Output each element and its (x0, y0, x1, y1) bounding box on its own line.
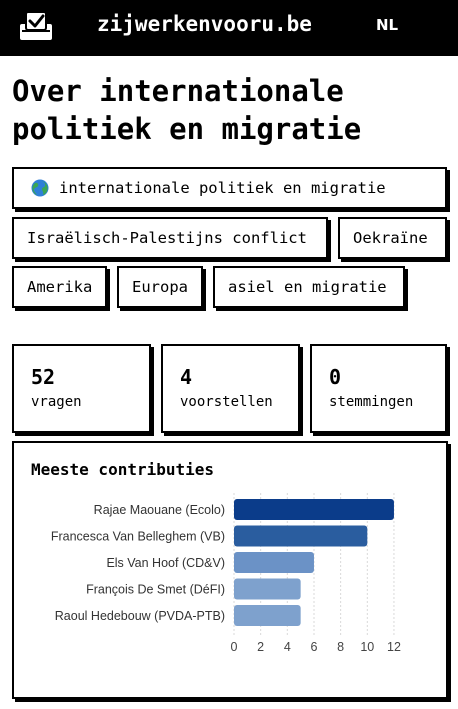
page-title: Over internationale politiek en migratie (12, 72, 442, 148)
x-tick-label: 6 (311, 640, 318, 654)
topic-tag-label: internationale politiek en migratie (59, 179, 386, 197)
subtopic-tag-europa[interactable]: Europa (117, 266, 203, 308)
site-name-link[interactable]: zijwerkenvooru.be (97, 12, 312, 36)
x-tick-label: 2 (257, 640, 264, 654)
subtopic-tag-label: Europa (132, 278, 188, 296)
bar[interactable] (234, 605, 301, 626)
x-tick-label: 8 (337, 640, 344, 654)
x-tick-label: 4 (284, 640, 291, 654)
subtopic-tag-label: asiel en migratie (228, 278, 387, 296)
x-tick-label: 12 (387, 640, 401, 654)
category-label: Rajae Maouane (Ecolo) (94, 503, 225, 517)
site-header: zijwerkenvooru.be NL (0, 0, 458, 56)
contributions-chart-card: Meeste contributies 0 2 4 6 8 10 12 Rajae Maoua… (12, 441, 448, 699)
contributions-bar-chart: 0 2 4 6 8 10 12 Rajae Maouane (Ecolo) Francesca … (14, 443, 446, 697)
subtopic-tag-label: Oekraïne (353, 229, 428, 247)
bar[interactable] (234, 579, 301, 600)
category-label: Raoul Hedebouw (PVDA-PTB) (55, 609, 225, 623)
stat-value: 4 (180, 364, 298, 390)
subtopic-tag-oekraine[interactable]: Oekraïne (338, 217, 447, 259)
globe-icon (31, 179, 49, 197)
stat-value: 0 (329, 364, 445, 390)
stat-label: voorstellen (180, 394, 298, 410)
bar[interactable] (234, 552, 314, 573)
x-tick-label: 0 (231, 640, 238, 654)
stat-card-proposals[interactable]: 4 voorstellen (161, 344, 300, 433)
stat-card-votes[interactable]: 0 stemmingen (310, 344, 447, 433)
ballot-box-check-icon[interactable] (18, 10, 54, 42)
bar[interactable] (234, 526, 367, 547)
x-tick-label: 10 (360, 640, 374, 654)
stat-value: 52 (31, 364, 149, 390)
subtopic-tag-label: Israëlisch-Palestijns conflict (27, 229, 307, 247)
category-label: Els Van Hoof (CD&V) (106, 556, 225, 570)
language-switcher[interactable]: NL (376, 16, 398, 34)
stat-label: stemmingen (329, 394, 445, 410)
category-label: François De Smet (DéFI) (86, 583, 225, 597)
topic-tag[interactable]: internationale politiek en migratie (12, 167, 447, 209)
stat-card-questions[interactable]: 52 vragen (12, 344, 151, 433)
category-label: Francesca Van Belleghem (VB) (51, 530, 225, 544)
subtopic-tag-amerika[interactable]: Amerika (12, 266, 107, 308)
subtopic-tag-israel-palestine[interactable]: Israëlisch-Palestijns conflict (12, 217, 328, 259)
subtopic-tag-label: Amerika (27, 278, 92, 296)
bar[interactable] (234, 499, 394, 520)
stat-label: vragen (31, 394, 149, 410)
subtopic-tag-asiel-migratie[interactable]: asiel en migratie (213, 266, 405, 308)
